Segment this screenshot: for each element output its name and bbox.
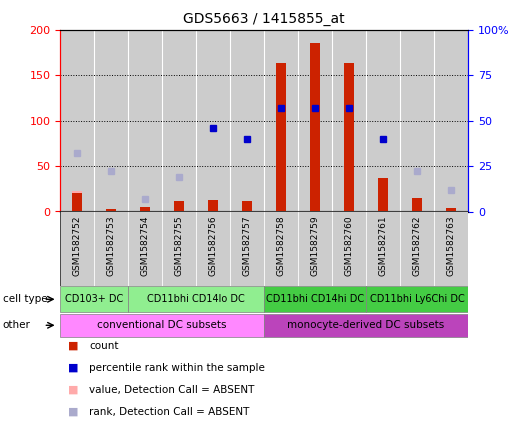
Text: ■: ■ [68, 385, 78, 395]
Bar [94, 30, 128, 212]
Bar [196, 30, 230, 212]
Bar [60, 212, 94, 286]
Bar [412, 198, 422, 212]
Bar [230, 30, 264, 212]
Text: cell type: cell type [3, 294, 47, 304]
Text: other: other [3, 320, 30, 330]
Bar [332, 212, 366, 286]
Bar [106, 209, 116, 212]
Bar [230, 212, 264, 286]
Text: CD11bhi Ly6Chi DC: CD11bhi Ly6Chi DC [370, 294, 464, 304]
Bar [60, 286, 128, 313]
Bar [94, 212, 128, 286]
Bar [310, 43, 320, 212]
Bar [276, 63, 286, 211]
Text: GSM1582755: GSM1582755 [175, 215, 184, 276]
Text: GSM1582758: GSM1582758 [277, 215, 286, 276]
Text: GSM1582757: GSM1582757 [243, 215, 252, 276]
Text: ■: ■ [68, 363, 78, 373]
Bar [344, 63, 354, 211]
Text: GSM1582754: GSM1582754 [141, 215, 150, 276]
Bar [366, 30, 400, 212]
Bar [264, 30, 298, 212]
Text: GSM1582759: GSM1582759 [311, 215, 320, 276]
Text: CD11bhi CD14lo DC: CD11bhi CD14lo DC [147, 294, 245, 304]
Text: conventional DC subsets: conventional DC subsets [97, 320, 227, 330]
Bar [434, 30, 468, 212]
Bar [174, 201, 184, 212]
Text: GSM1582760: GSM1582760 [345, 215, 354, 276]
Text: value, Detection Call = ABSENT: value, Detection Call = ABSENT [89, 385, 254, 395]
Text: ■: ■ [68, 341, 78, 351]
Text: ■: ■ [68, 407, 78, 417]
Text: GSM1582753: GSM1582753 [107, 215, 116, 276]
Bar [60, 30, 94, 212]
Bar [60, 313, 264, 337]
Bar [446, 208, 456, 212]
Text: GSM1582762: GSM1582762 [413, 215, 422, 276]
Text: monocyte-derived DC subsets: monocyte-derived DC subsets [288, 320, 445, 330]
Text: rank, Detection Call = ABSENT: rank, Detection Call = ABSENT [89, 407, 249, 417]
Bar [140, 207, 150, 212]
Bar [378, 198, 388, 212]
Bar [378, 178, 388, 212]
Text: GSM1582756: GSM1582756 [209, 215, 218, 276]
Bar [332, 30, 366, 212]
Text: GSM1582761: GSM1582761 [379, 215, 388, 276]
Text: CD103+ DC: CD103+ DC [65, 294, 123, 304]
Bar [298, 30, 332, 212]
Bar [242, 201, 252, 212]
Bar [366, 286, 468, 313]
Text: count: count [89, 341, 118, 351]
Bar [72, 193, 82, 212]
Bar [128, 286, 264, 313]
Title: GDS5663 / 1415855_at: GDS5663 / 1415855_at [183, 12, 345, 26]
Bar [72, 192, 82, 212]
Bar [128, 212, 162, 286]
Bar [366, 212, 400, 286]
Bar [208, 200, 218, 212]
Bar [434, 212, 468, 286]
Bar [298, 212, 332, 286]
Bar [264, 313, 468, 337]
Text: CD11bhi CD14hi DC: CD11bhi CD14hi DC [266, 294, 364, 304]
Bar [162, 212, 196, 286]
Text: percentile rank within the sample: percentile rank within the sample [89, 363, 265, 373]
Bar [196, 212, 230, 286]
Bar [162, 30, 196, 212]
Bar [128, 30, 162, 212]
Text: GSM1582763: GSM1582763 [447, 215, 456, 276]
Bar [400, 30, 434, 212]
Text: GSM1582752: GSM1582752 [73, 215, 82, 276]
Bar [264, 212, 298, 286]
Bar [400, 212, 434, 286]
Bar [264, 286, 366, 313]
